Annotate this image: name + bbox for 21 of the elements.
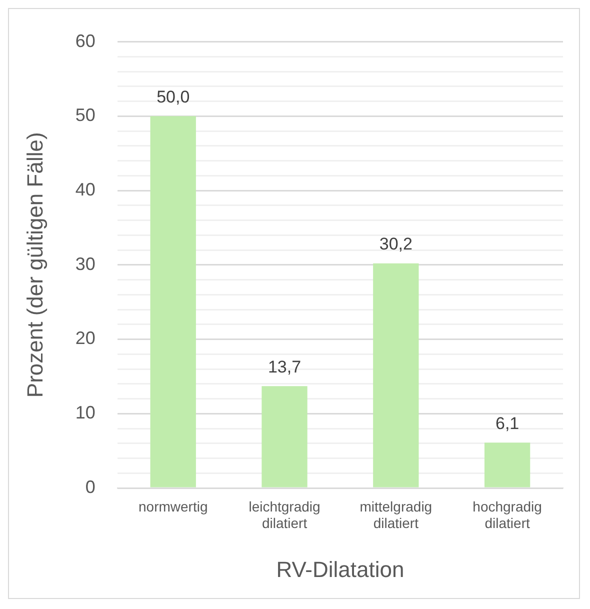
data-label: 13,7 xyxy=(268,357,302,376)
y-tick-label: 50 xyxy=(75,105,96,126)
bar xyxy=(484,442,530,488)
bar xyxy=(150,116,196,488)
y-tick-label: 60 xyxy=(75,30,96,51)
y-axis-title: Prozent (der gültigen Fälle) xyxy=(22,132,48,398)
x-tick-label: leichtgradig dilatiert xyxy=(248,498,320,532)
data-label: 6,1 xyxy=(495,414,520,433)
y-tick-label: 40 xyxy=(75,180,96,200)
y-tick-label: 10 xyxy=(75,402,96,423)
bar xyxy=(373,263,419,488)
data-label: 50,0 xyxy=(156,87,190,106)
bar xyxy=(262,386,308,488)
data-label: 30,2 xyxy=(379,234,412,254)
y-tick-label: 0 xyxy=(85,476,96,497)
y-tick-label: 30 xyxy=(75,254,96,274)
x-tick-label: hochgradig dilatiert xyxy=(472,498,542,532)
x-tick-label: normwertig xyxy=(138,498,208,514)
x-axis-title: RV-Dilatation xyxy=(276,556,404,582)
y-tick-label: 20 xyxy=(75,328,96,348)
x-tick-label: mittelgradig dilatiert xyxy=(360,498,432,532)
